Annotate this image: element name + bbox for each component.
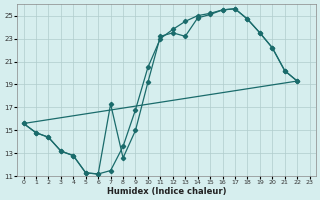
X-axis label: Humidex (Indice chaleur): Humidex (Indice chaleur) xyxy=(107,187,226,196)
